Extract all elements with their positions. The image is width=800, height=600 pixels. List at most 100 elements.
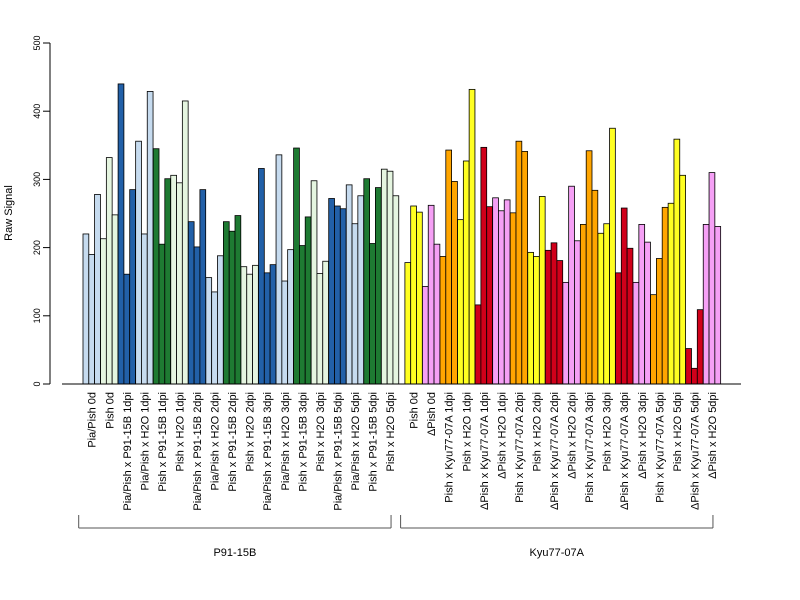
y-tick-label: 300 <box>32 172 42 187</box>
bar-5-2 <box>181 100 189 385</box>
bar-3-1 <box>141 233 148 385</box>
bar-35-1 <box>708 172 716 385</box>
bar-17-1 <box>386 170 394 385</box>
bar-19-0 <box>422 286 429 385</box>
bar-5-0 <box>170 174 177 385</box>
bar-0-2 <box>94 193 101 385</box>
bar-1-2 <box>111 214 119 385</box>
bar-13-2 <box>322 260 329 385</box>
bar-6-2 <box>199 189 207 385</box>
bar-15-1 <box>351 223 359 385</box>
y-axis-label: Raw Signal <box>3 185 15 241</box>
x-tick-label: Pia/Pish x P91-15B 1dpi <box>122 392 134 511</box>
bar-4-2 <box>164 178 172 385</box>
bar-5-1 <box>176 182 183 385</box>
bar-19-1 <box>427 204 435 385</box>
bar-14-0 <box>328 198 335 385</box>
bar-29-1 <box>603 223 610 385</box>
bar-10-2 <box>269 264 277 385</box>
bar-32-1 <box>656 258 663 385</box>
bar-3-2 <box>146 91 154 385</box>
bar-28-1 <box>585 150 593 385</box>
bar-27-0 <box>562 281 570 385</box>
bar-28-0 <box>580 224 587 385</box>
bar-35-2 <box>714 226 722 385</box>
x-tick-label: Pish 0d <box>104 392 116 429</box>
x-tick-label: ΔPish x Kyu77-07A 2dpi <box>549 392 561 510</box>
x-tick-label: Pish x P91-15B 3dpi <box>297 392 309 492</box>
bar-4-1 <box>158 243 166 385</box>
y-tick-label: 200 <box>32 240 42 255</box>
bar-20-1 <box>445 149 452 385</box>
bar-2-0 <box>117 83 125 385</box>
bar-27-2 <box>574 240 581 385</box>
x-tick-label: Pia/Pish x P91-15B 5dpi <box>332 392 344 511</box>
bar-0-0 <box>82 233 90 385</box>
x-tick-label: ΔPish x Kyu77-07A 3dpi <box>619 392 631 510</box>
bar-30-0 <box>615 272 622 385</box>
bar-32-0 <box>650 294 657 385</box>
bar-31-1 <box>638 224 646 385</box>
bar-27-1 <box>568 185 575 385</box>
bar-1-0 <box>100 238 107 385</box>
bar-11-1 <box>281 280 289 385</box>
x-tick-label: Pia/Pish x H2O 2dpi <box>210 392 222 490</box>
bar-26-2 <box>556 260 564 385</box>
bar-31-2 <box>644 241 651 385</box>
bar-7-2 <box>217 255 224 385</box>
bar-26-1 <box>550 242 558 385</box>
x-tick-label: ΔPish x H2O 2dpi <box>567 392 579 479</box>
bar-20-2 <box>451 181 458 385</box>
bar-12-1 <box>298 245 306 385</box>
bar-13-0 <box>310 180 318 385</box>
bar-11-0 <box>275 154 283 385</box>
x-tick-label: Pish x Kyu77-07A 1dpi <box>444 392 456 503</box>
bar-3-0 <box>135 140 142 385</box>
bar-24-0 <box>509 212 517 385</box>
bar-22-1 <box>480 146 488 385</box>
y-axis: 0 100 200 300 400 500 <box>32 35 51 387</box>
bar-24-2 <box>521 151 528 385</box>
x-tick-label: ΔPish x H2O 3dpi <box>637 392 649 479</box>
bar-34-2 <box>696 309 704 385</box>
bar-15-0 <box>345 184 353 385</box>
bar-13-1 <box>316 273 324 385</box>
bar-16-2 <box>374 187 382 385</box>
x-tick-label: Pish x H2O 5dpi <box>672 392 684 471</box>
bar-29-2 <box>609 127 616 385</box>
bar-15-2 <box>357 195 365 385</box>
bar-6-1 <box>193 246 201 385</box>
bar-21-2 <box>468 88 476 385</box>
bar-25-0 <box>527 251 534 385</box>
bar-10-1 <box>263 272 271 385</box>
x-tick-label: Pish x H2O 1dpi <box>461 392 473 471</box>
bar-18-0 <box>404 262 412 385</box>
bar-33-0 <box>667 202 675 385</box>
bar-35-0 <box>702 224 710 385</box>
bar-14-1 <box>334 205 341 385</box>
x-tick-label: Pia/Pish x H2O 3dpi <box>280 392 292 490</box>
bar-17-0 <box>380 168 388 385</box>
bar-1-1 <box>105 157 113 385</box>
x-tick-label: Pish x Kyu77-07A 5dpi <box>654 392 666 503</box>
bar-7-1 <box>211 291 218 385</box>
bar-10-0 <box>258 168 265 385</box>
bar-23-2 <box>503 199 511 385</box>
bar-21-0 <box>457 219 464 385</box>
bar-16-1 <box>369 243 376 385</box>
bar-34-1 <box>691 367 698 385</box>
bar-28-2 <box>591 189 599 385</box>
x-tick-label: Pish x H2O 5dpi <box>385 392 397 471</box>
bar-4-0 <box>152 148 160 385</box>
bar-33-2 <box>679 174 686 385</box>
bar-6-0 <box>187 221 195 385</box>
x-tick-label: Pish x P91-15B 2dpi <box>227 392 239 492</box>
bar-20-0 <box>439 256 447 385</box>
x-tick-label: ΔPish x Kyu77-07A 5dpi <box>689 392 701 510</box>
bar-18-2 <box>416 211 423 385</box>
bar-17-2 <box>392 195 400 385</box>
bar-12-0 <box>293 147 300 385</box>
bar-23-1 <box>498 210 505 385</box>
bar-16-0 <box>363 178 370 385</box>
